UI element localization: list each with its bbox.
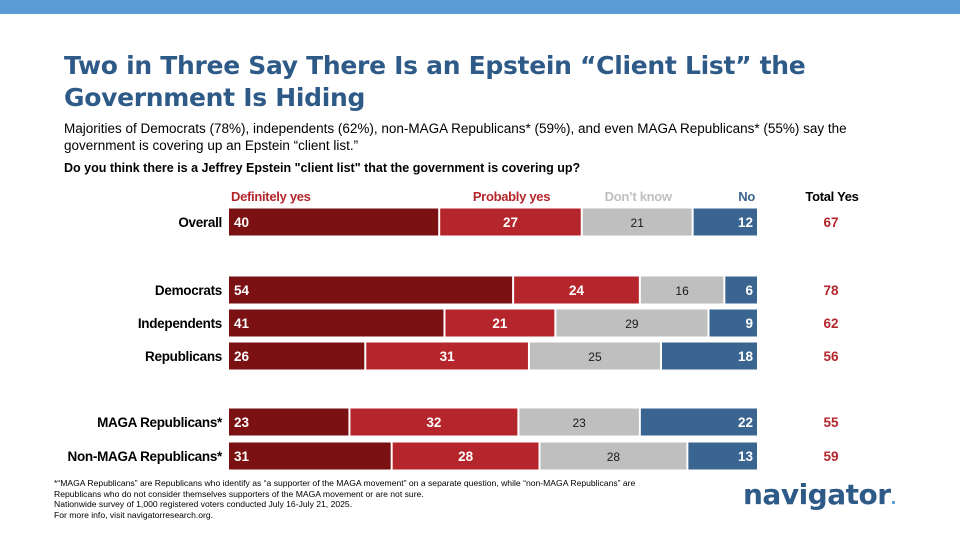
data-label-democrats-don-t-know: 16 bbox=[675, 284, 689, 298]
bar-non-maga-republicans-probably-yes bbox=[392, 442, 539, 470]
footnote-maga-definition: *“MAGA Republicans” are Republicans who … bbox=[54, 478, 636, 499]
data-label-independents-definitely-yes: 41 bbox=[234, 316, 250, 331]
bar-non-maga-republicans-no bbox=[688, 442, 757, 470]
data-label-republicans-no: 18 bbox=[738, 349, 754, 364]
legend-no: No bbox=[738, 189, 755, 204]
data-label-non-maga-republicans-definitely-yes: 31 bbox=[234, 449, 250, 464]
category-label-maga-republicans: MAGA Republicans* bbox=[97, 415, 223, 430]
data-label-non-maga-republicans-no: 13 bbox=[738, 449, 754, 464]
data-label-maga-republicans-definitely-yes: 23 bbox=[234, 415, 250, 430]
total-yes-non-maga-republicans: 59 bbox=[823, 449, 838, 464]
bar-democrats-no bbox=[725, 276, 757, 304]
data-label-independents-probably-yes: 21 bbox=[492, 316, 508, 331]
bar-republicans-probably-yes bbox=[366, 342, 528, 370]
bar-democrats-probably-yes bbox=[514, 276, 639, 304]
data-label-non-maga-republicans-probably-yes: 28 bbox=[458, 449, 474, 464]
total-yes-democrats: 78 bbox=[823, 283, 839, 298]
bar-republicans-no bbox=[661, 342, 757, 370]
bar-maga-republicans-definitely-yes bbox=[229, 408, 349, 436]
data-label-independents-no: 9 bbox=[745, 316, 753, 331]
subtitle: Majorities of Democrats (78%), independe… bbox=[64, 121, 847, 153]
page-title: Two in Three Say There Is an Epstein “Cl… bbox=[64, 51, 806, 112]
bar-maga-republicans-don-t-know bbox=[519, 408, 639, 436]
bar-overall-probably-yes bbox=[440, 208, 581, 236]
data-label-maga-republicans-probably-yes: 32 bbox=[426, 415, 441, 430]
data-label-republicans-definitely-yes: 26 bbox=[234, 349, 250, 364]
bar-republicans-don-t-know bbox=[529, 342, 660, 370]
data-label-maga-republicans-don-t-know: 23 bbox=[572, 416, 586, 430]
bar-republicans-definitely-yes bbox=[229, 342, 365, 370]
total-yes-header: Total Yes bbox=[805, 189, 858, 204]
data-label-overall-definitely-yes: 40 bbox=[234, 215, 249, 230]
category-label-independents: Independents bbox=[138, 316, 222, 331]
bar-non-maga-republicans-definitely-yes bbox=[229, 442, 391, 470]
bar-overall-don-t-know bbox=[582, 208, 692, 236]
data-label-democrats-probably-yes: 24 bbox=[569, 283, 585, 298]
data-label-republicans-don-t-know: 25 bbox=[588, 350, 602, 364]
bar-overall-definitely-yes bbox=[229, 208, 439, 236]
total-yes-independents: 62 bbox=[823, 316, 838, 331]
legend-probably-yes: Probably yes bbox=[473, 189, 550, 204]
footnote-more-info: For more info, visit navigatorresearch.o… bbox=[54, 509, 214, 520]
data-label-republicans-probably-yes: 31 bbox=[440, 349, 456, 364]
data-label-non-maga-republicans-don-t-know: 28 bbox=[607, 450, 621, 464]
bar-maga-republicans-probably-yes bbox=[350, 408, 518, 436]
data-label-overall-probably-yes: 27 bbox=[503, 215, 518, 230]
bar-independents-definitely-yes bbox=[229, 309, 444, 337]
category-label-non-maga-republicans: Non-MAGA Republicans* bbox=[68, 449, 224, 464]
top-accent-bar bbox=[0, 0, 960, 14]
bar-independents-don-t-know bbox=[556, 309, 708, 337]
survey-question: Do you think there is a Jeffrey Epstein … bbox=[64, 161, 581, 175]
bar-democrats-definitely-yes bbox=[229, 276, 513, 304]
navigator-logo: navigator. bbox=[743, 478, 897, 511]
footnotes: *“MAGA Republicans” are Republicans who … bbox=[54, 478, 654, 520]
data-label-maga-republicans-no: 22 bbox=[738, 415, 753, 430]
bar-independents-no bbox=[709, 309, 757, 337]
total-yes-republicans: 56 bbox=[823, 349, 839, 364]
data-label-overall-no: 12 bbox=[738, 215, 753, 230]
bar-democrats-don-t-know bbox=[640, 276, 724, 304]
data-label-democrats-no: 6 bbox=[745, 283, 753, 298]
data-label-independents-don-t-know: 29 bbox=[625, 317, 639, 331]
logo-dot: . bbox=[890, 489, 897, 508]
footnote-methodology: Nationwide survey of 1,000 registered vo… bbox=[54, 499, 353, 509]
data-label-overall-don-t-know: 21 bbox=[631, 216, 645, 230]
data-label-democrats-definitely-yes: 54 bbox=[234, 283, 250, 298]
logo-text: navigator bbox=[743, 478, 891, 511]
legend-definitely-yes: Definitely yes bbox=[231, 189, 311, 204]
total-yes-maga-republicans: 55 bbox=[823, 415, 839, 430]
category-label-overall: Overall bbox=[178, 215, 222, 230]
bar-overall-no bbox=[693, 208, 757, 236]
category-label-republicans: Republicans bbox=[145, 349, 222, 364]
total-yes-overall: 67 bbox=[823, 215, 838, 230]
legend-don-t-know: Don’t know bbox=[605, 189, 673, 204]
bar-non-maga-republicans-don-t-know bbox=[540, 442, 687, 470]
bar-independents-probably-yes bbox=[445, 309, 555, 337]
bar-maga-republicans-no bbox=[640, 408, 757, 436]
category-label-democrats: Democrats bbox=[155, 283, 222, 298]
